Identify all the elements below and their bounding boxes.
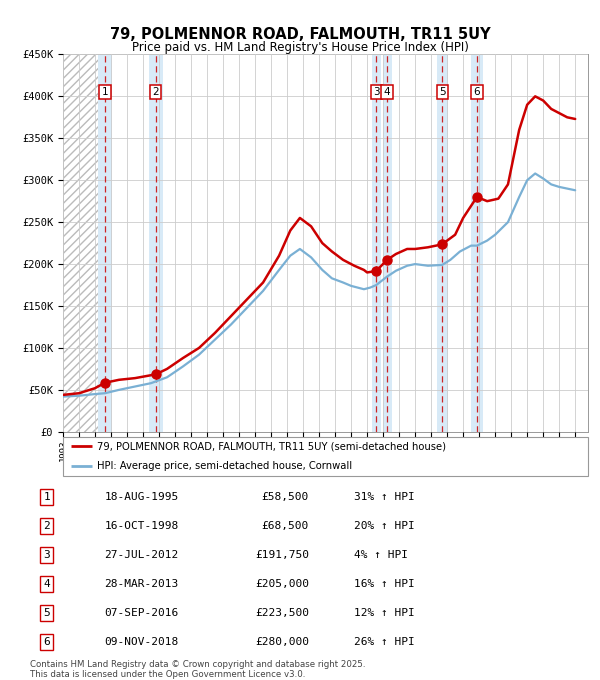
Text: 5: 5 [439, 87, 445, 97]
Text: 79, POLMENNOR ROAD, FALMOUTH, TR11 5UY: 79, POLMENNOR ROAD, FALMOUTH, TR11 5UY [110, 27, 490, 42]
Bar [98, 54, 112, 432]
Text: 12% ↑ HPI: 12% ↑ HPI [353, 608, 415, 618]
Text: 6: 6 [43, 636, 50, 647]
Text: HPI: Average price, semi-detached house, Cornwall: HPI: Average price, semi-detached house,… [97, 461, 352, 471]
Bar [372, 54, 381, 432]
Text: Contains HM Land Registry data © Crown copyright and database right 2025.
This d: Contains HM Land Registry data © Crown c… [30, 660, 365, 679]
Text: 27-JUL-2012: 27-JUL-2012 [104, 550, 179, 560]
Bar [383, 54, 392, 432]
Text: 2: 2 [152, 87, 159, 97]
Text: 07-SEP-2016: 07-SEP-2016 [104, 608, 179, 618]
Text: 3: 3 [43, 550, 50, 560]
Bar [149, 54, 163, 432]
Text: £280,000: £280,000 [255, 636, 309, 647]
Text: 4% ↑ HPI: 4% ↑ HPI [353, 550, 407, 560]
Text: £205,000: £205,000 [255, 579, 309, 589]
Text: 5: 5 [43, 608, 50, 618]
Bar [472, 54, 482, 432]
Text: 2: 2 [43, 521, 50, 531]
Text: £191,750: £191,750 [255, 550, 309, 560]
Text: 4: 4 [43, 579, 50, 589]
Text: 26% ↑ HPI: 26% ↑ HPI [353, 636, 415, 647]
Bar [437, 54, 448, 432]
Text: Price paid vs. HM Land Registry's House Price Index (HPI): Price paid vs. HM Land Registry's House … [131, 41, 469, 54]
Text: 16-OCT-1998: 16-OCT-1998 [104, 521, 179, 531]
Text: 16% ↑ HPI: 16% ↑ HPI [353, 579, 415, 589]
Text: 79, POLMENNOR ROAD, FALMOUTH, TR11 5UY (semi-detached house): 79, POLMENNOR ROAD, FALMOUTH, TR11 5UY (… [97, 441, 446, 452]
Text: £223,500: £223,500 [255, 608, 309, 618]
Text: 1: 1 [43, 492, 50, 503]
Text: 31% ↑ HPI: 31% ↑ HPI [353, 492, 415, 503]
Text: 1: 1 [102, 87, 109, 97]
Text: 4: 4 [384, 87, 391, 97]
Text: 3: 3 [373, 87, 380, 97]
Text: 20% ↑ HPI: 20% ↑ HPI [353, 521, 415, 531]
Text: 28-MAR-2013: 28-MAR-2013 [104, 579, 179, 589]
Text: 18-AUG-1995: 18-AUG-1995 [104, 492, 179, 503]
Text: £68,500: £68,500 [262, 521, 309, 531]
Text: 6: 6 [473, 87, 480, 97]
FancyBboxPatch shape [63, 437, 588, 476]
Text: £58,500: £58,500 [262, 492, 309, 503]
Text: 09-NOV-2018: 09-NOV-2018 [104, 636, 179, 647]
